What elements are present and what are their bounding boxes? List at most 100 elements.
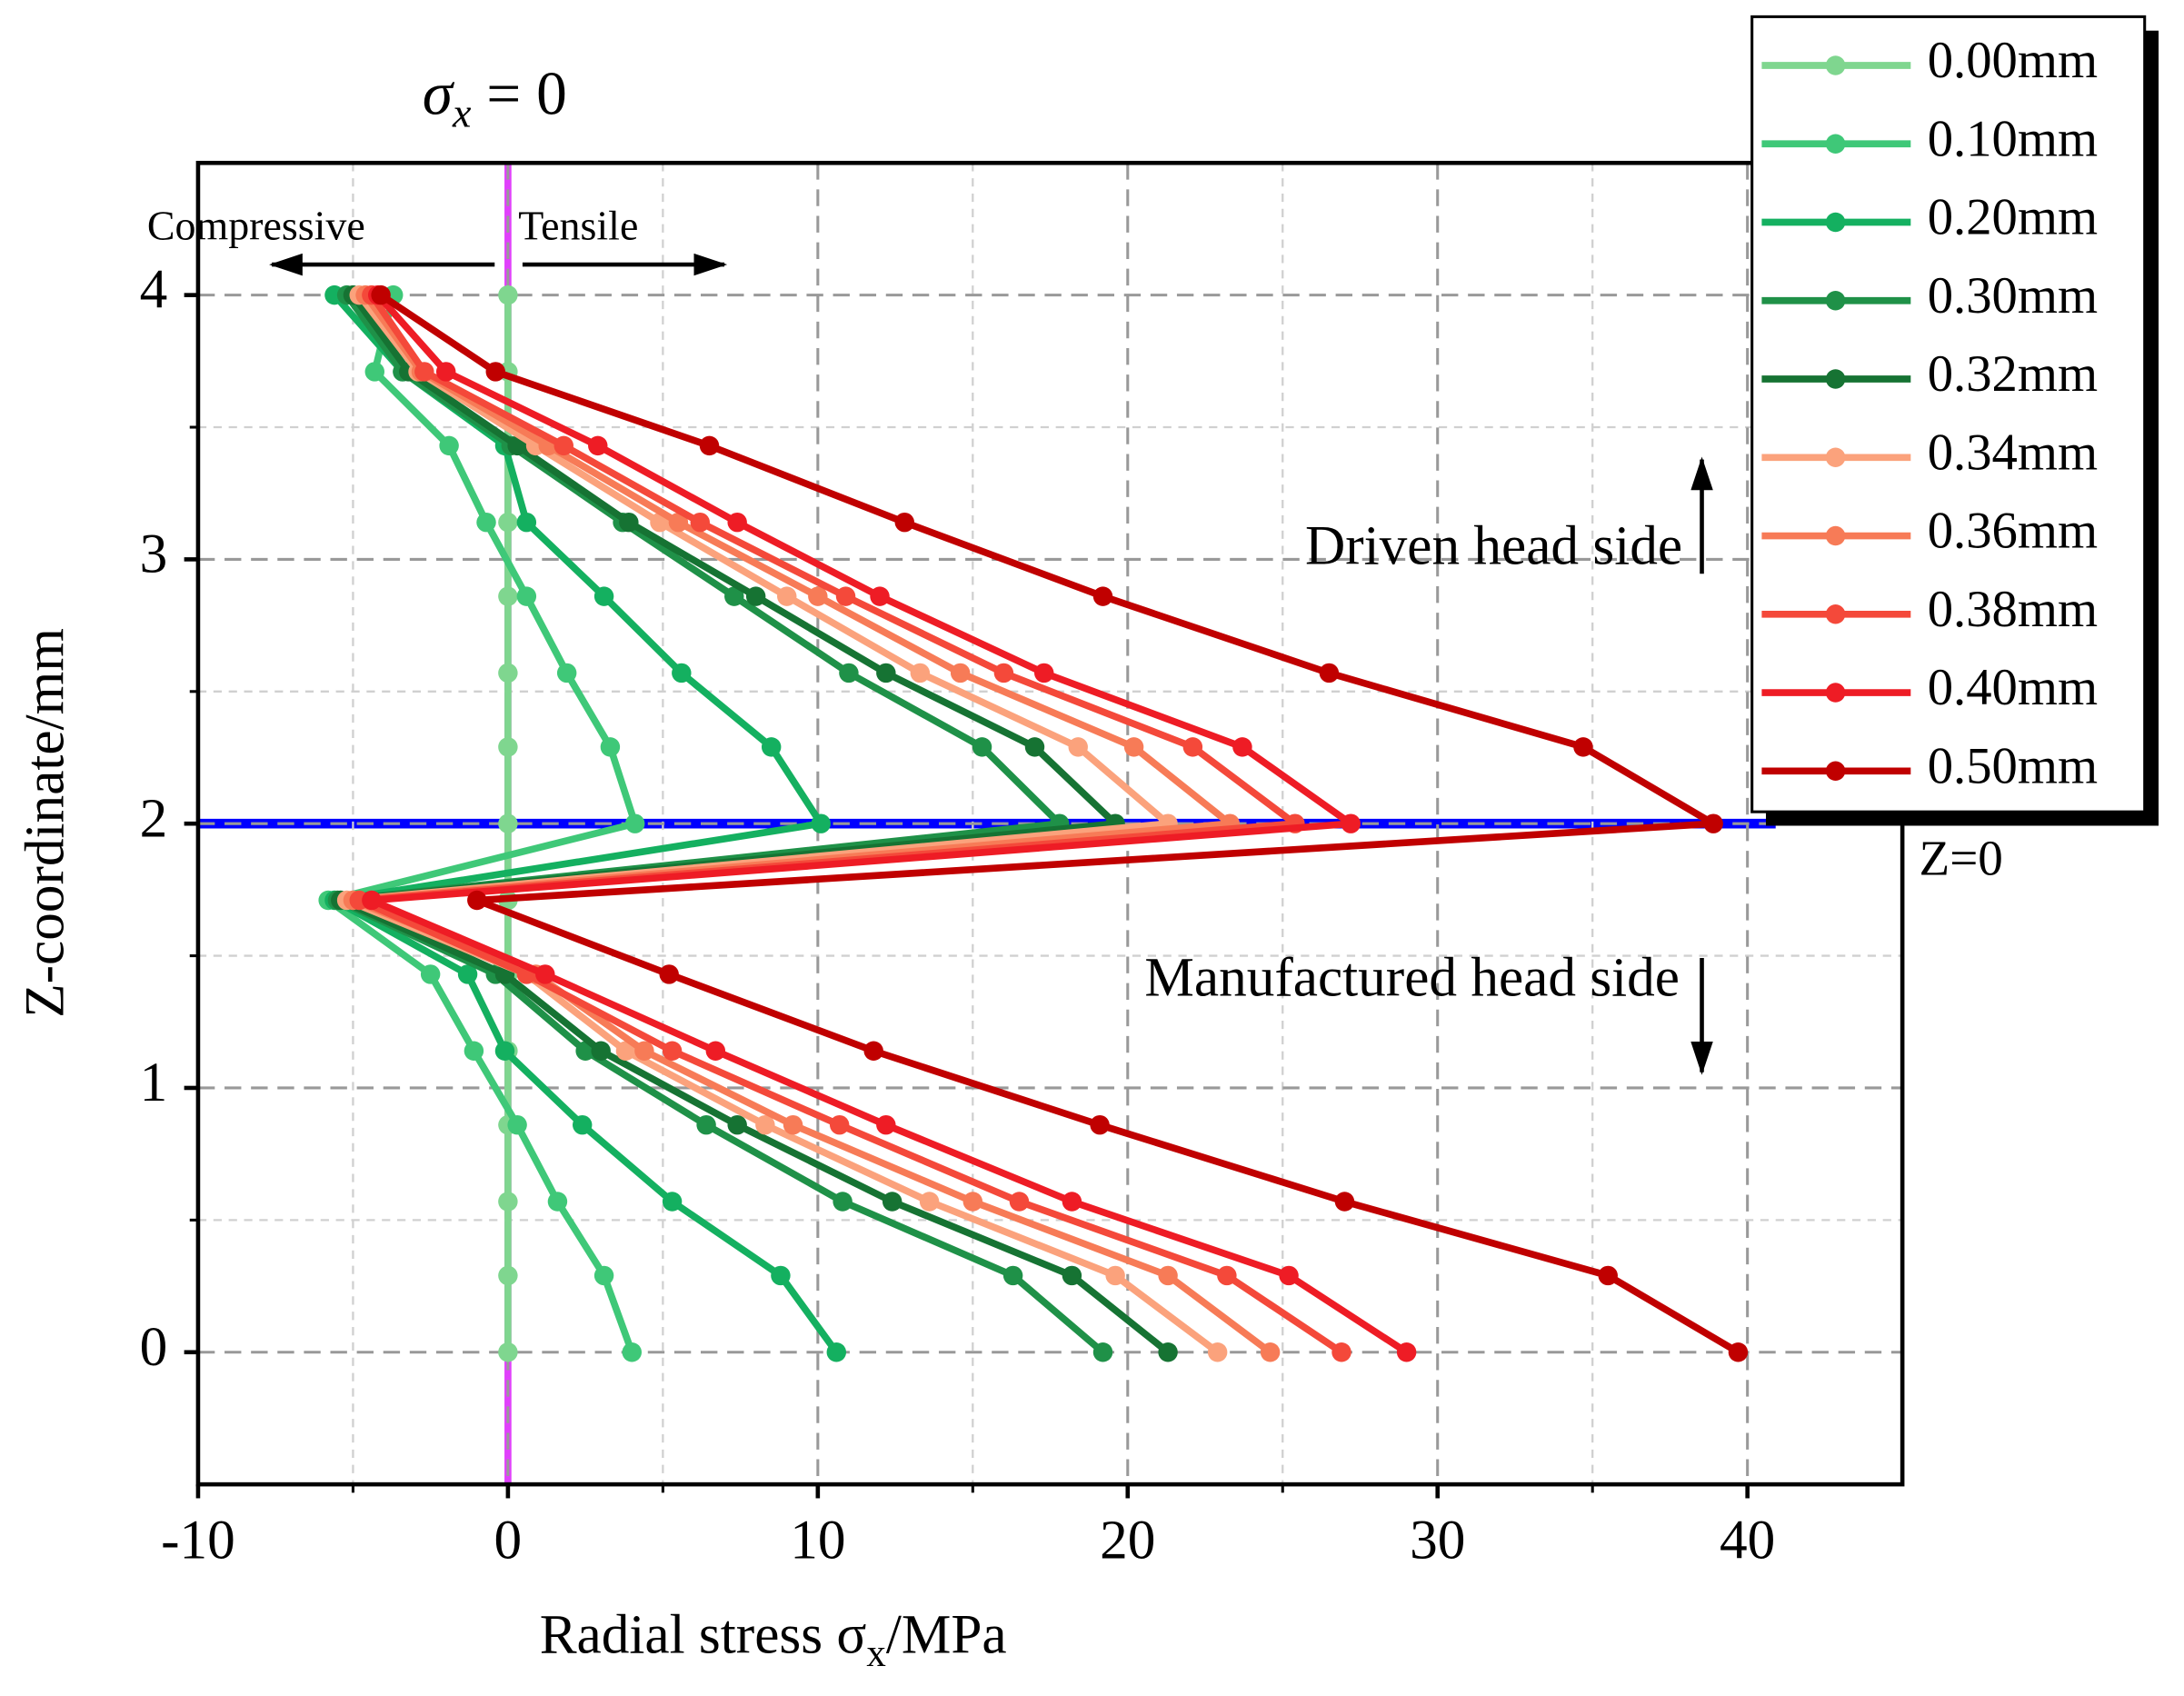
data-point bbox=[498, 1192, 518, 1212]
data-point bbox=[972, 737, 992, 757]
y-tick-label: 1 bbox=[140, 1052, 168, 1113]
legend-marker bbox=[1825, 683, 1846, 703]
data-point bbox=[498, 586, 518, 606]
data-point bbox=[876, 663, 896, 683]
data-point bbox=[507, 1114, 527, 1135]
data-point bbox=[498, 1342, 518, 1362]
legend-marker bbox=[1825, 525, 1846, 546]
x-tick-label: 20 bbox=[1100, 1510, 1155, 1571]
data-point bbox=[1331, 1342, 1351, 1362]
data-point bbox=[547, 1192, 568, 1212]
data-point bbox=[1396, 1342, 1417, 1362]
legend-label: 0.30mm bbox=[1928, 267, 2098, 324]
data-point bbox=[364, 362, 385, 382]
data-point bbox=[553, 435, 573, 456]
data-point bbox=[439, 435, 459, 456]
x-axis-label: Radial stress σx/MPa bbox=[540, 1604, 1007, 1675]
data-point bbox=[498, 813, 518, 833]
data-point bbox=[1703, 813, 1723, 833]
data-point bbox=[457, 964, 478, 984]
data-point bbox=[724, 586, 744, 606]
data-point bbox=[705, 1041, 726, 1061]
data-point bbox=[829, 1114, 850, 1135]
data-point bbox=[863, 1041, 883, 1061]
legend-label: 0.40mm bbox=[1928, 659, 2098, 716]
data-point bbox=[870, 586, 890, 606]
data-point bbox=[516, 512, 537, 533]
data-point bbox=[1573, 737, 1593, 757]
data-point bbox=[727, 1114, 747, 1135]
data-point bbox=[1105, 1265, 1125, 1286]
legend-label: 0.32mm bbox=[1928, 345, 2098, 403]
data-point bbox=[833, 1192, 853, 1212]
data-point bbox=[777, 586, 797, 606]
data-point bbox=[1217, 1265, 1237, 1286]
data-point bbox=[615, 1041, 636, 1061]
data-point bbox=[593, 586, 614, 606]
data-point bbox=[371, 284, 391, 305]
data-point bbox=[1158, 1265, 1178, 1286]
legend-label: 0.00mm bbox=[1928, 32, 2098, 89]
data-point bbox=[498, 1265, 518, 1286]
data-point bbox=[962, 1192, 983, 1212]
data-point bbox=[910, 663, 931, 683]
data-point bbox=[1260, 1342, 1281, 1362]
data-point bbox=[476, 512, 496, 533]
y-tick-label: 4 bbox=[140, 259, 168, 321]
data-point bbox=[588, 435, 608, 456]
data-point bbox=[1092, 586, 1113, 606]
legend-marker bbox=[1825, 134, 1846, 154]
data-point bbox=[894, 512, 915, 533]
data-point bbox=[1728, 1342, 1749, 1362]
y-tick-label: 3 bbox=[140, 523, 168, 584]
data-point bbox=[591, 1041, 611, 1061]
data-point bbox=[593, 1265, 614, 1286]
data-point bbox=[1024, 737, 1045, 757]
legend-marker bbox=[1825, 447, 1846, 467]
data-point bbox=[668, 512, 689, 533]
data-point bbox=[1062, 1265, 1082, 1286]
manufactured-label: Manufactured head side bbox=[1144, 947, 1680, 1009]
data-point bbox=[414, 362, 434, 382]
x-tick-label: 40 bbox=[1720, 1510, 1775, 1571]
data-point bbox=[808, 586, 828, 606]
legend-label: 0.10mm bbox=[1928, 110, 2098, 167]
data-point bbox=[882, 1192, 903, 1212]
legend-label: 0.50mm bbox=[1928, 737, 2098, 794]
data-point bbox=[362, 890, 382, 911]
data-point bbox=[600, 737, 621, 757]
legend-label: 0.38mm bbox=[1928, 581, 2098, 638]
data-point bbox=[876, 1114, 896, 1135]
data-point bbox=[498, 663, 518, 683]
data-point bbox=[1341, 813, 1361, 833]
x-tick-label: 0 bbox=[494, 1510, 523, 1571]
data-point bbox=[950, 663, 971, 683]
x-tick-label: 10 bbox=[790, 1510, 845, 1571]
data-point bbox=[839, 663, 859, 683]
data-point bbox=[811, 813, 831, 833]
legend-marker bbox=[1825, 761, 1846, 782]
data-point bbox=[1207, 1342, 1228, 1362]
legend-label: 0.20mm bbox=[1928, 189, 2098, 246]
legend-marker bbox=[1825, 291, 1846, 311]
data-point bbox=[771, 1265, 791, 1286]
y-axis-label: Z-coordinate/mm bbox=[15, 628, 76, 1018]
data-point bbox=[690, 512, 710, 533]
data-point bbox=[420, 964, 441, 984]
compressive-label: Compressive bbox=[147, 202, 365, 248]
legend-label: 0.34mm bbox=[1928, 424, 2098, 481]
data-point bbox=[659, 964, 679, 984]
data-point bbox=[622, 1342, 642, 1362]
data-point bbox=[535, 964, 555, 984]
data-point bbox=[467, 890, 487, 911]
data-point bbox=[498, 512, 518, 533]
data-point bbox=[1002, 1265, 1023, 1286]
data-point bbox=[1279, 1265, 1299, 1286]
y-tick-label: 2 bbox=[140, 787, 168, 849]
data-point bbox=[1598, 1265, 1618, 1286]
data-point bbox=[662, 1041, 683, 1061]
data-point bbox=[727, 512, 747, 533]
legend-marker bbox=[1825, 604, 1846, 624]
data-point bbox=[624, 813, 645, 833]
